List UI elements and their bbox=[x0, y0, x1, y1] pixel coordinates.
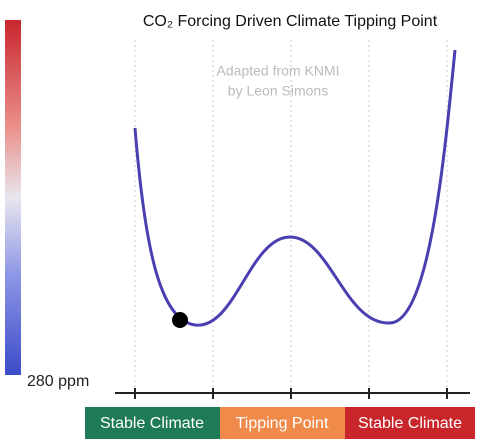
state-ball bbox=[172, 312, 188, 328]
state-box bbox=[85, 407, 220, 439]
state-box bbox=[345, 407, 475, 439]
color-scale bbox=[5, 20, 21, 375]
potential-curve bbox=[133, 49, 457, 327]
state-label: Stable Climate bbox=[100, 415, 204, 432]
credit: by Leon Simons bbox=[228, 83, 328, 99]
state-label: Stable Climate bbox=[358, 415, 462, 432]
title: CO₂ Forcing Driven Climate Tipping Point bbox=[143, 13, 438, 30]
scale-label: 280 ppm bbox=[27, 373, 89, 390]
axis bbox=[115, 388, 470, 399]
credit: Adapted from KNMI bbox=[217, 63, 340, 79]
guides bbox=[134, 40, 448, 390]
state-label: Tipping Point bbox=[236, 415, 329, 432]
state-box bbox=[220, 407, 345, 439]
